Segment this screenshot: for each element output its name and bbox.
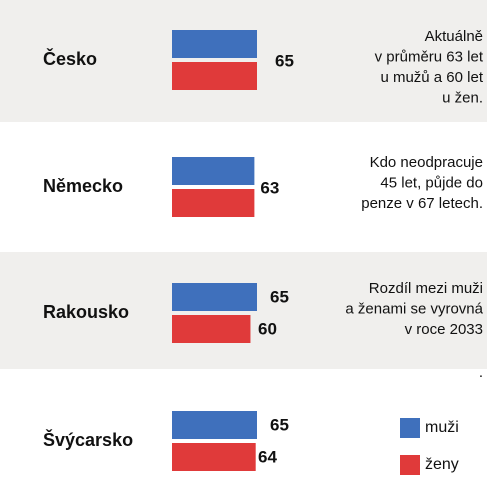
bar [172, 443, 256, 471]
country-label: Německo [43, 176, 123, 196]
bar [172, 411, 257, 439]
bar [172, 283, 257, 311]
legend-swatch [400, 455, 420, 475]
country-label: Rakousko [43, 302, 129, 322]
value-label: 65 [275, 51, 294, 70]
legend-label: muži [425, 419, 459, 436]
value-label: 65 [270, 287, 289, 306]
country-label: Švýcarsko [43, 429, 133, 450]
note: u mužů a 60 let [380, 69, 483, 86]
value-label: 64 [258, 447, 277, 466]
legend-label: ženy [425, 456, 459, 473]
note: v roce 2033 [405, 321, 483, 338]
note: 45 let, půjde do [380, 174, 483, 191]
bar [172, 315, 251, 343]
note: u žen. [442, 89, 483, 106]
country-label: Česko [43, 48, 97, 69]
value-label: 63 [260, 178, 279, 197]
bar [172, 189, 255, 217]
note: v průměru 63 let [375, 48, 484, 65]
legend-swatch [400, 418, 420, 438]
note: penze v 67 letech. [361, 195, 483, 212]
note: Kdo neodpracuje [370, 154, 483, 171]
note: a ženami se vyrovná [345, 300, 483, 317]
bar [172, 62, 257, 90]
bar [172, 157, 255, 185]
bar [172, 30, 257, 58]
value-label: 65 [270, 415, 289, 434]
note: . [479, 364, 483, 381]
note: Aktuálně [425, 28, 483, 45]
value-label: 60 [258, 319, 277, 338]
note: Rozdíl mezi muži [369, 280, 483, 297]
row-background [0, 0, 487, 122]
